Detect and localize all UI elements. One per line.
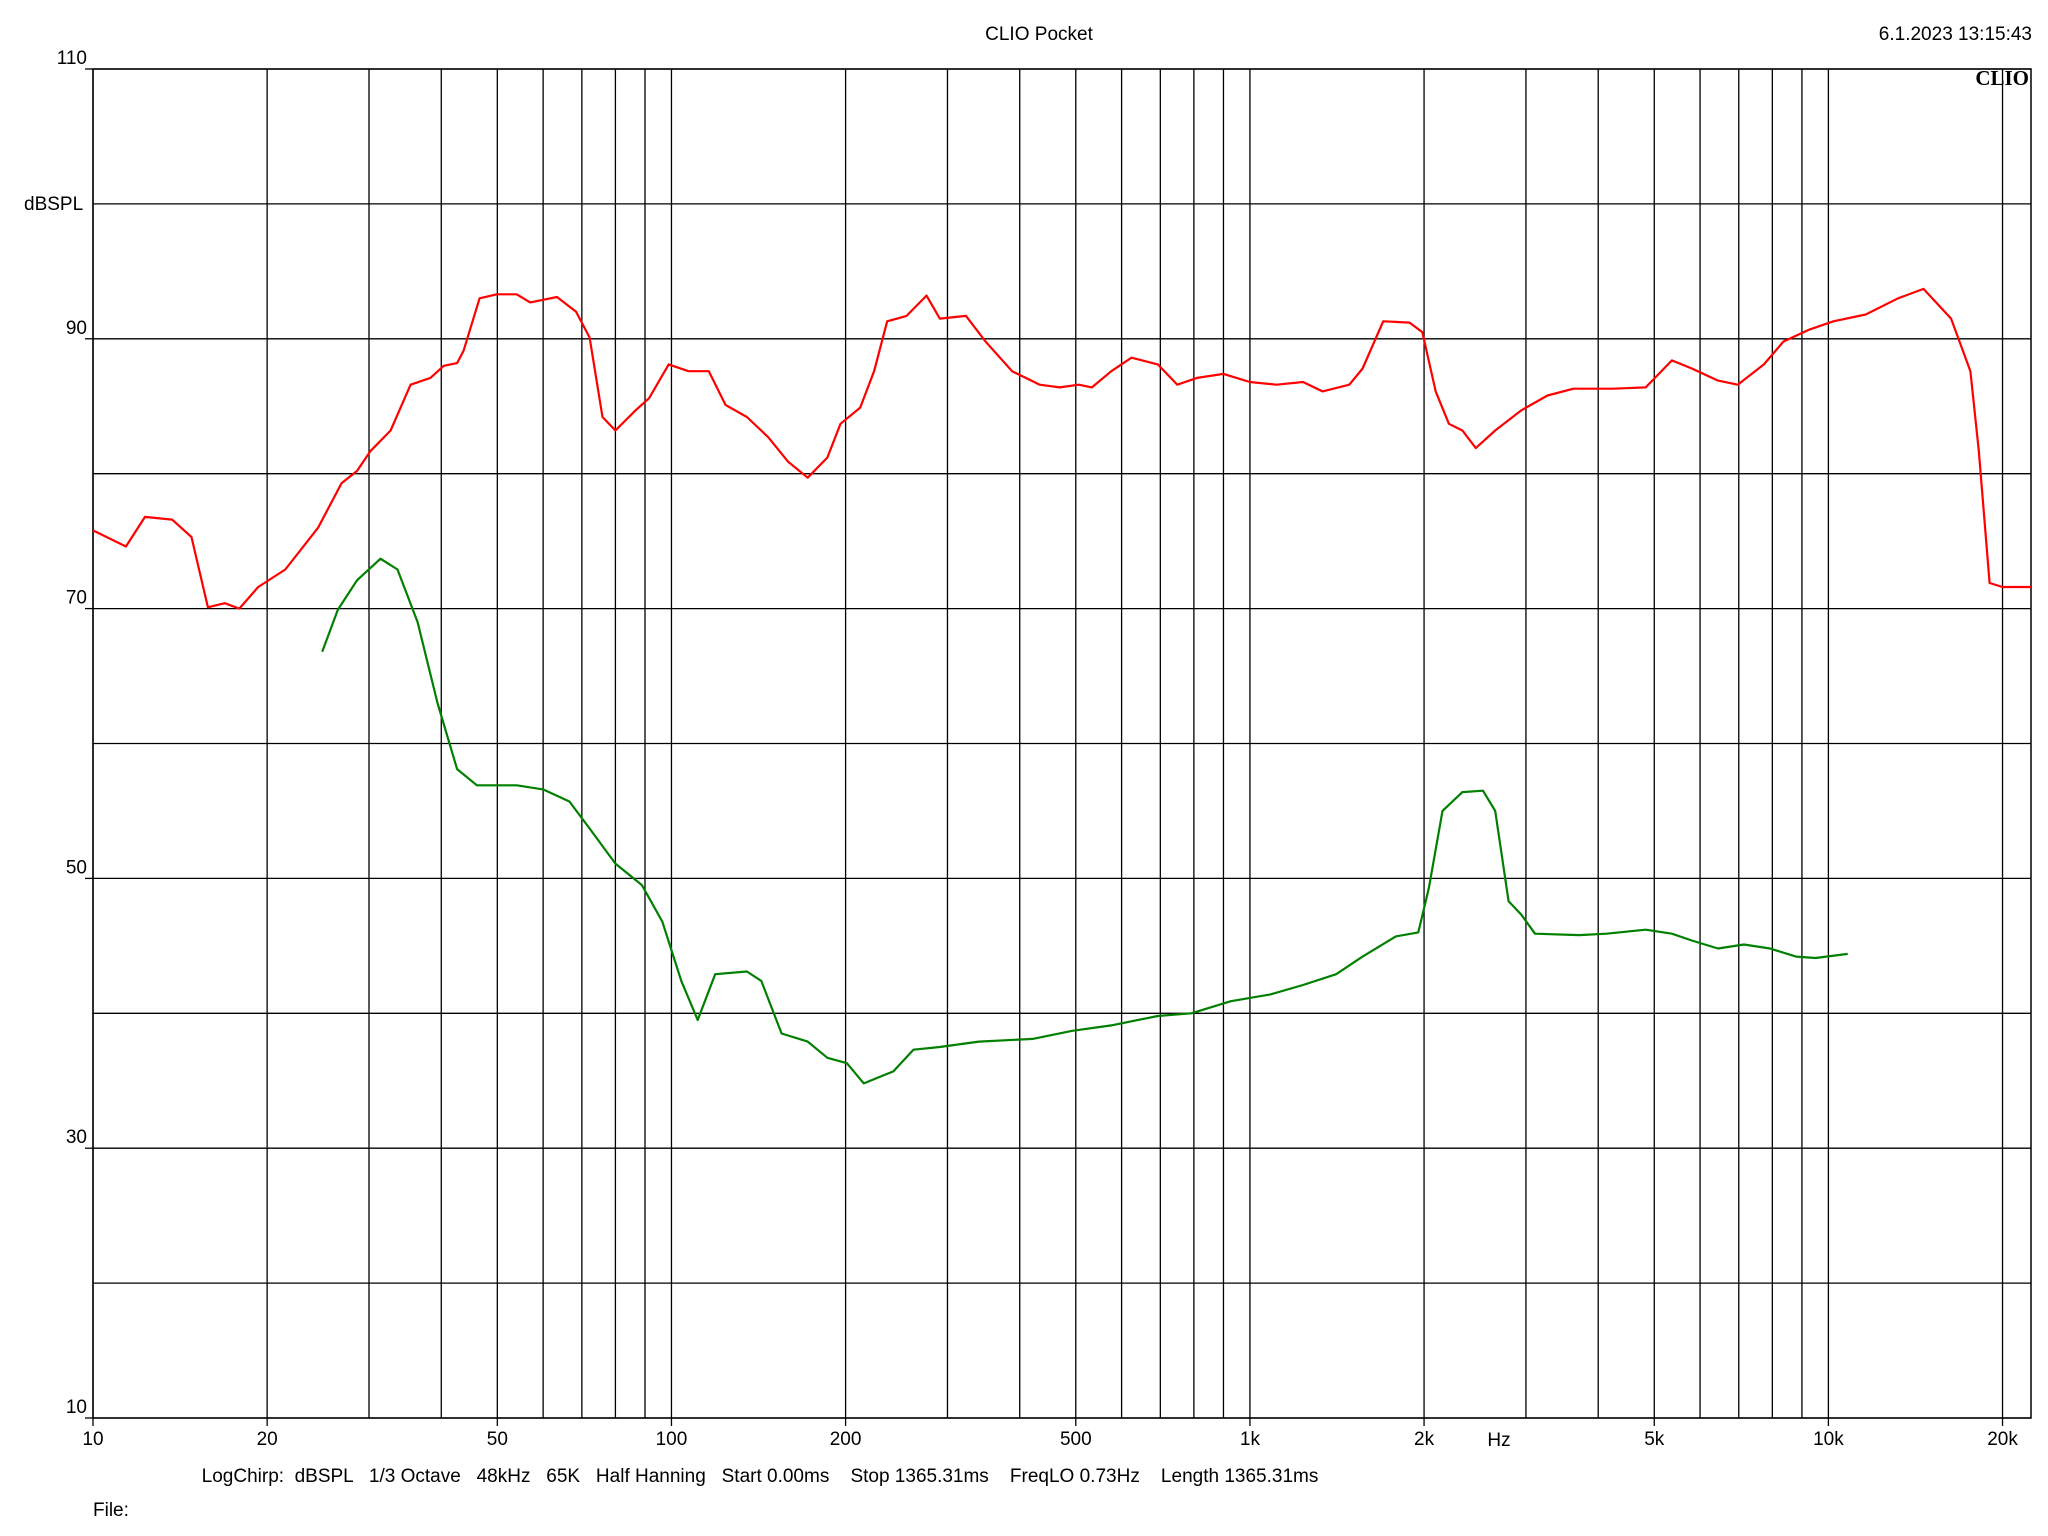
- plot-frame: [92, 68, 2032, 1419]
- y-tick-label: 90: [66, 318, 87, 339]
- y-tick-label: 50: [66, 857, 87, 878]
- x-tick-label: 20: [257, 1429, 278, 1450]
- x-tick-label: 20k: [1987, 1429, 2018, 1450]
- y-tick-label: 10: [66, 1397, 87, 1418]
- chart-title: CLIO Pocket: [985, 24, 1093, 45]
- y-tick-label: 110: [57, 48, 87, 69]
- series-line: [321, 557, 1848, 1085]
- x-tick-label: 10k: [1813, 1429, 1844, 1450]
- x-tick-label: 5k: [1644, 1429, 1665, 1450]
- x-tick-label: 200: [830, 1429, 862, 1450]
- x-tick-label: 100: [656, 1429, 688, 1450]
- x-tick-label: 500: [1060, 1429, 1092, 1450]
- x-tick-label: 10: [82, 1429, 103, 1450]
- x-tick-label: 2k: [1414, 1429, 1435, 1450]
- y-tick-label: 30: [66, 1127, 87, 1148]
- series-line: [92, 287, 2031, 610]
- file-label: File:: [93, 1500, 129, 1521]
- y-tick-label: 70: [66, 588, 87, 609]
- y-axis-label: dBSPL: [24, 194, 83, 215]
- timestamp: 6.1.2023 13:15:43: [1879, 24, 2032, 45]
- footer: LogChirp: dBSPL 1/3 Octave 48kHz 65K Hal…: [202, 1466, 1319, 1487]
- x-axis-label: Hz: [1487, 1430, 1510, 1451]
- x-tick-label: 50: [487, 1429, 508, 1450]
- x-tick-label: 1k: [1240, 1429, 1261, 1450]
